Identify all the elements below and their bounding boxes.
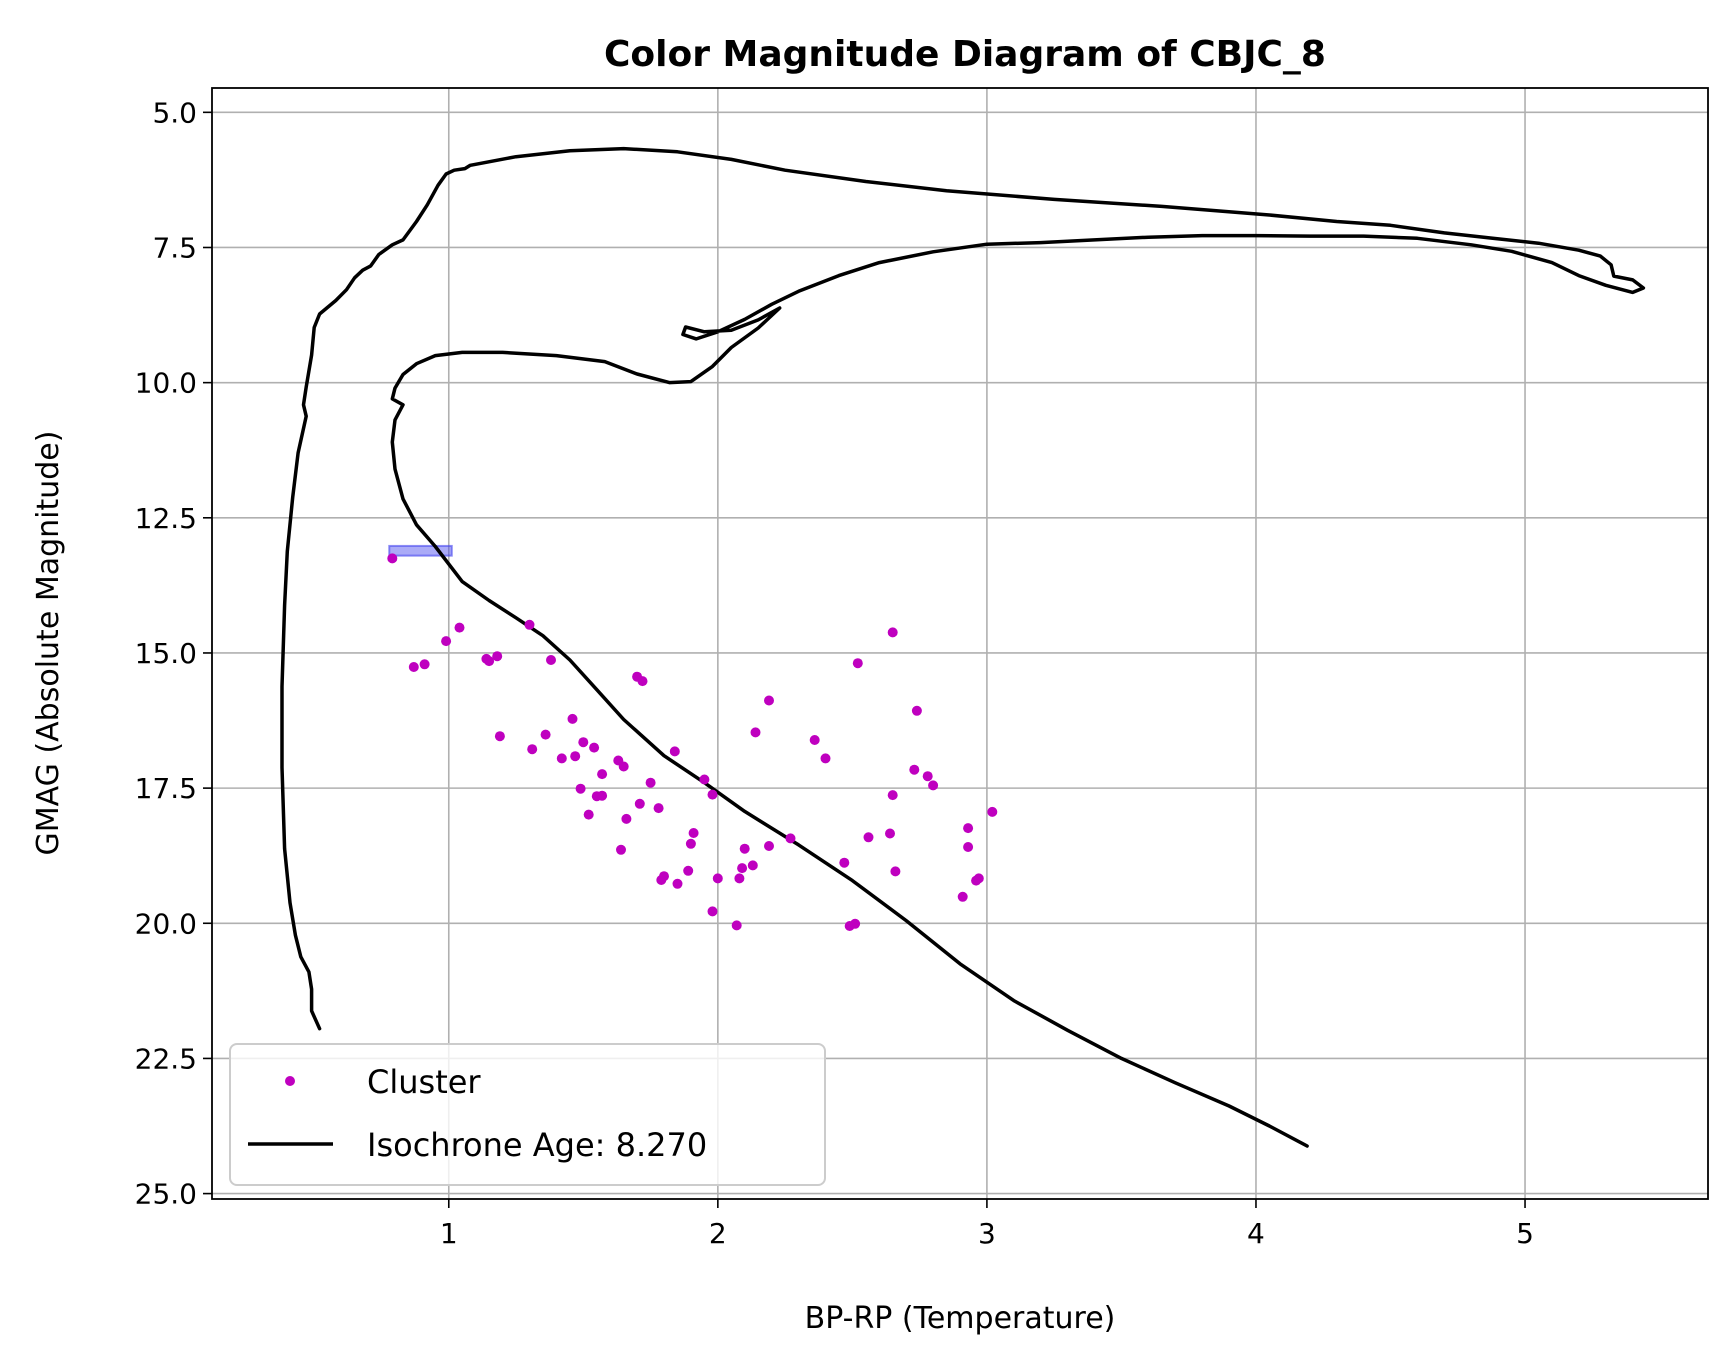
cluster-point: [492, 651, 503, 662]
cluster-point: [540, 729, 551, 740]
cluster-point: [556, 753, 567, 764]
y-tick-label: 5.0: [152, 96, 197, 129]
cluster-point: [653, 803, 664, 814]
cluster-point: [494, 731, 505, 742]
isochrone-line: [280, 146, 1646, 1148]
cluster-point: [863, 832, 874, 843]
cluster-point: [820, 753, 831, 764]
legend-cluster-marker: [285, 1076, 295, 1086]
cluster-point: [963, 842, 974, 852]
cluster-point: [764, 841, 774, 851]
cluster-point: [734, 873, 745, 884]
cluster-point: [637, 676, 648, 687]
cluster-point: [707, 906, 718, 917]
cluster-point: [683, 865, 694, 876]
cluster-point: [669, 746, 680, 757]
cluster-point: [699, 774, 710, 785]
cluster-point: [578, 737, 589, 748]
cluster-point: [685, 838, 696, 849]
cluster-point: [885, 828, 895, 839]
y-tick-label: 20.0: [135, 907, 197, 940]
cluster-point: [524, 619, 535, 630]
cluster-point: [645, 777, 656, 788]
y-tick-label: 7.5: [152, 231, 197, 264]
cluster-point: [419, 659, 430, 670]
cluster-point: [570, 751, 581, 762]
cluster-point: [911, 705, 922, 716]
cluster-point: [567, 713, 578, 724]
x-tick-label: 1: [440, 1217, 458, 1250]
cluster-point: [712, 873, 723, 884]
x-tick-label: 4: [1247, 1217, 1265, 1250]
cluster-point: [922, 771, 933, 782]
x-tick-label: 5: [1516, 1217, 1534, 1250]
cluster-point: [785, 833, 796, 844]
cluster-point: [809, 735, 820, 745]
cluster-point: [618, 761, 629, 772]
cluster-point: [737, 863, 748, 874]
cluster-point: [597, 769, 608, 780]
cluster-point: [616, 844, 626, 855]
chart-title: Color Magnitude Diagram of CBJC_8: [604, 34, 1326, 75]
y-tick-label: 17.5: [135, 772, 197, 805]
cluster-point: [527, 744, 538, 755]
cluster-point: [747, 860, 758, 871]
cluster-point: [634, 798, 645, 809]
x-axis-label: BP-RP (Temperature): [805, 1301, 1116, 1336]
cluster-point: [739, 843, 750, 854]
cluster-point: [731, 920, 742, 931]
x-axis-ticks: 1 2 3 4 5: [440, 1199, 1534, 1250]
cluster-point: [850, 918, 861, 929]
cluster-point: [484, 656, 495, 667]
plot-area: [280, 146, 1646, 1148]
y-tick-label: 22.5: [135, 1042, 197, 1075]
cluster-point: [546, 655, 556, 665]
cluster-point: [909, 764, 920, 775]
cluster-point: [764, 695, 774, 706]
legend-box: [229, 1043, 826, 1186]
cluster-point: [707, 789, 718, 800]
cluster-point: [454, 622, 465, 633]
cluster-point: [987, 806, 998, 817]
y-axis-ticks: 5.0 7.5 10.0 12.5 15.0 17.5 20.0 22.5 25.0: [135, 96, 212, 1211]
y-tick-label: 25.0: [135, 1178, 197, 1211]
cluster-point: [852, 658, 863, 669]
highlight-box: [388, 544, 453, 557]
x-tick-label: 3: [978, 1217, 996, 1250]
x-tick-label: 2: [709, 1217, 727, 1250]
cluster-point: [750, 727, 761, 738]
cluster-point: [621, 813, 632, 824]
cluster-point: [963, 823, 974, 834]
cluster-point: [887, 790, 898, 801]
legend: Cluster Isochrone Age: 8.270: [229, 1043, 826, 1186]
cluster-point: [887, 627, 898, 638]
plot-frame: [211, 87, 1709, 1200]
cluster-point: [957, 891, 968, 902]
cluster-point: [387, 553, 398, 564]
y-tick-label: 15.0: [135, 637, 197, 670]
cluster-point: [973, 873, 984, 884]
cluster-point: [659, 871, 669, 882]
cluster-point: [839, 857, 850, 868]
cluster-point: [928, 780, 939, 791]
cluster-point: [589, 742, 600, 753]
cluster-point: [597, 790, 608, 801]
cluster-point: [688, 828, 699, 838]
cluster-point: [441, 636, 452, 647]
y-tick-label: 10.0: [135, 367, 197, 400]
cluster-point: [583, 809, 594, 820]
y-tick-label: 12.5: [135, 502, 197, 535]
cluster-point: [890, 866, 901, 877]
cluster-point: [575, 783, 586, 794]
y-axis-label: GMAG (Absolute Magnitude): [31, 431, 66, 856]
cluster-point: [672, 878, 683, 889]
cluster-point: [408, 662, 419, 672]
legend-cluster-label: Cluster: [367, 1063, 481, 1101]
grid-lines: [212, 88, 1708, 1199]
legend-isochrone-label: Isochrone Age: 8.270: [367, 1126, 707, 1164]
